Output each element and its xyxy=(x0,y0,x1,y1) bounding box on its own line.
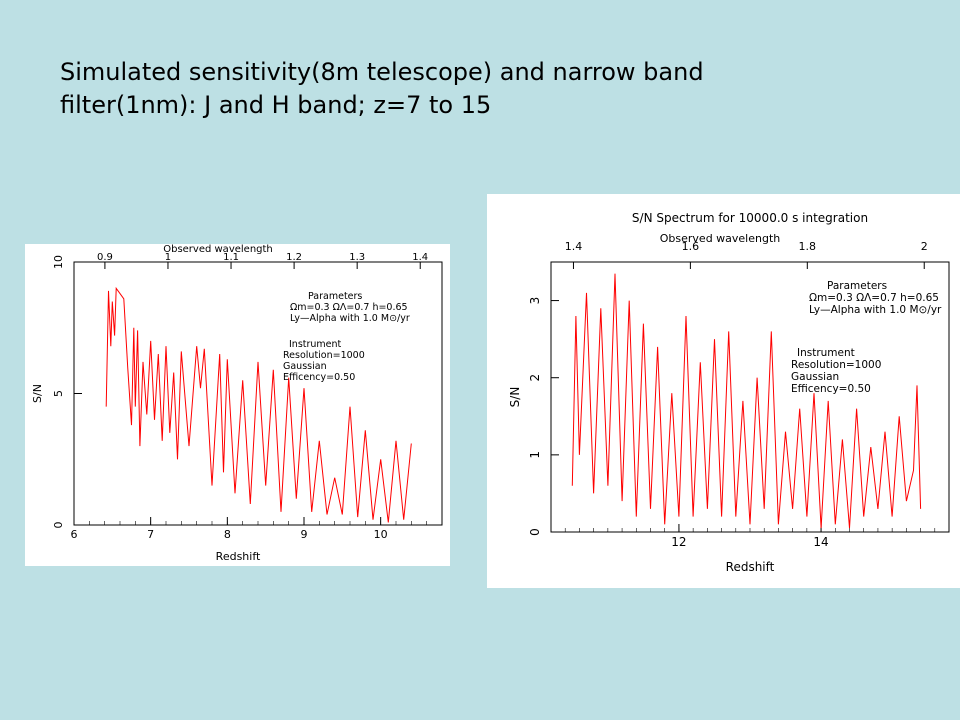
left-instrument-annotation: Gaussian xyxy=(283,361,327,372)
left-top-tick-label: 1.3 xyxy=(349,252,365,263)
left-x-tick-label: 9 xyxy=(301,528,308,541)
slide-title-line-2: filter(1nm): J and H band; z=7 to 15 xyxy=(60,91,492,119)
left-parameters-annotation: Ωm=0.3 ΩΛ=0.7 h=0.65 xyxy=(290,302,408,313)
right-top-tick-label: 1.6 xyxy=(682,240,700,253)
right-top-tick-label: 2 xyxy=(921,240,928,253)
left-x-tick-label: 8 xyxy=(224,528,231,541)
left-chart-panel: Observed wavelength 0.9 1 1.1 1.2 1.3 1.4 6 7 8 9 1… xyxy=(25,244,450,566)
left-x-tick-label: 6 xyxy=(71,528,78,541)
right-y-tick-label: 2 xyxy=(528,374,542,382)
right-top-tick-label: 1.4 xyxy=(565,240,583,253)
left-top-tick-label: 1 xyxy=(165,252,171,263)
right-x-axis-label: Redshift xyxy=(726,560,775,574)
right-instrument-annotation: Resolution=1000 xyxy=(791,359,881,371)
left-parameters-annotation: Parameters xyxy=(308,291,362,302)
slide-title-line-1: Simulated sensitivity(8m telescope) and … xyxy=(60,58,704,86)
left-sn-curve xyxy=(105,286,412,523)
left-chart: Observed wavelength 0.9 1 1.1 1.2 1.3 1.4 6 7 8 9 1… xyxy=(31,244,443,563)
left-x-tick-label: 7 xyxy=(147,528,154,541)
left-parameters-annotation: Ly—Alpha with 1.0 M⊙/yr xyxy=(290,313,410,324)
slide-title: Simulated sensitivity(8m telescope) and … xyxy=(60,56,900,122)
right-y-axis-label: S/N xyxy=(508,387,522,408)
right-parameters-annotation: Parameters xyxy=(827,280,887,292)
left-top-tick-label: 1.4 xyxy=(412,252,428,263)
left-top-tick-label: 1.1 xyxy=(223,252,239,263)
left-y-tick-label: 10 xyxy=(52,255,65,269)
right-sn-curve xyxy=(571,273,922,529)
right-instrument-annotation: Instrument xyxy=(797,347,855,359)
right-y-tick-label: 1 xyxy=(528,451,542,459)
left-y-tick-label: 0 xyxy=(52,522,65,529)
right-instrument-annotation: Gaussian xyxy=(791,371,839,383)
left-top-tick-label: 0.9 xyxy=(97,252,113,263)
right-chart-panel: S/N Spectrum for 10000.0 s integration Ob… xyxy=(487,194,960,588)
left-instrument-annotation: Efficency=0.50 xyxy=(283,372,355,383)
left-y-axis-label: S/N xyxy=(31,384,44,403)
left-top-tick-label: 1.2 xyxy=(286,252,302,263)
right-chart: S/N Spectrum for 10000.0 s integration Ob… xyxy=(508,211,950,574)
right-top-axis-label: Observed wavelength xyxy=(660,232,781,245)
right-y-tick-label: 0 xyxy=(528,528,542,536)
right-y-tick-label: 3 xyxy=(528,297,542,305)
right-top-tick-label: 1.8 xyxy=(799,240,817,253)
right-parameters-annotation: Ly—Alpha with 1.0 M⊙/yr xyxy=(809,304,942,316)
right-chart-title: S/N Spectrum for 10000.0 s integration xyxy=(632,211,868,225)
right-parameters-annotation: Ωm=0.3 ΩΛ=0.7 h=0.65 xyxy=(809,292,939,304)
right-x-tick-label: 12 xyxy=(671,535,686,549)
left-x-axis-label: Redshift xyxy=(216,550,261,563)
left-instrument-annotation: Instrument xyxy=(289,339,342,350)
left-instrument-annotation: Resolution=1000 xyxy=(283,350,365,361)
right-instrument-annotation: Efficency=0.50 xyxy=(791,383,871,395)
right-x-tick-label: 14 xyxy=(813,535,828,549)
left-top-axis-label: Observed wavelength xyxy=(163,244,273,255)
left-y-tick-label: 5 xyxy=(52,390,65,397)
left-x-tick-label: 10 xyxy=(374,528,388,541)
